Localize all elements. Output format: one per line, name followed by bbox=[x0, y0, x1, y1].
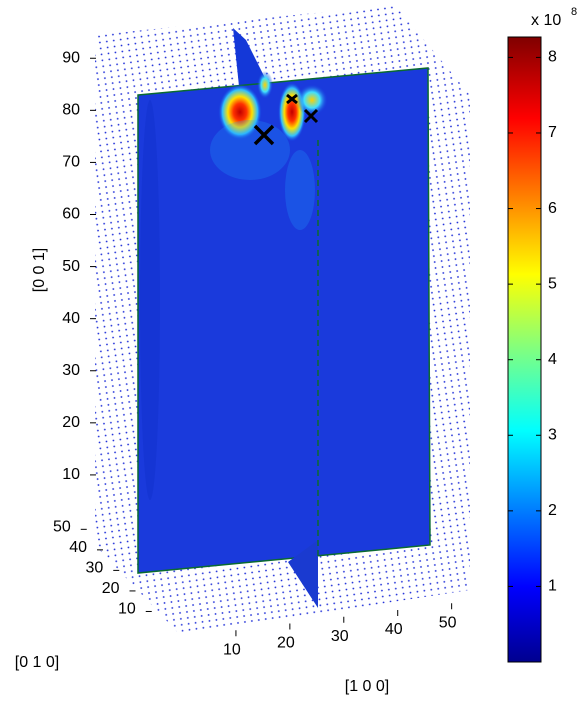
x-tick-label: 30 bbox=[331, 628, 349, 645]
colorbar-tick-label: 3 bbox=[548, 426, 557, 443]
y-tick-label: 40 bbox=[69, 539, 87, 556]
y-axis-label: [0 1 0] bbox=[15, 654, 59, 671]
x-tick-label: 50 bbox=[439, 614, 457, 631]
z-axis-label: [0 0 1] bbox=[31, 248, 48, 292]
z-tick-label: 60 bbox=[62, 206, 80, 223]
z-tick-label: 20 bbox=[62, 414, 80, 431]
z-tick-label: 70 bbox=[62, 154, 80, 171]
x-tick-label: 40 bbox=[385, 621, 403, 638]
z-tick-label: 40 bbox=[62, 310, 80, 327]
z-tick-label: 90 bbox=[62, 49, 80, 66]
y-tick-label: 20 bbox=[102, 580, 120, 597]
colorbar-tick-label: 6 bbox=[548, 200, 557, 217]
y-tick-label: 50 bbox=[53, 519, 71, 536]
colorbar-tick-label: 7 bbox=[548, 124, 557, 141]
y-tick-label: 30 bbox=[85, 560, 103, 577]
x-tick-label: 10 bbox=[223, 641, 241, 658]
colorbar-tick-label: 5 bbox=[548, 275, 557, 292]
z-tick-label: 80 bbox=[62, 102, 80, 119]
z-tick-label: 30 bbox=[62, 362, 80, 379]
colorbar-tick-label: 4 bbox=[548, 351, 557, 368]
z-tick-label: 10 bbox=[62, 466, 80, 483]
colorbar-tick-label: 2 bbox=[548, 502, 557, 519]
colorbar bbox=[507, 36, 542, 663]
colorbar-tick-label: 8 bbox=[548, 49, 557, 66]
z-tick-label: 50 bbox=[62, 258, 80, 275]
colorbar-scale-label: x 10 bbox=[531, 12, 561, 29]
y-tick-label: 10 bbox=[118, 601, 136, 618]
slice-planes bbox=[137, 28, 431, 608]
x-axis-label: [1 0 0] bbox=[345, 678, 389, 695]
colorbar-tick-label: 1 bbox=[548, 578, 557, 595]
colorbar-scale-exponent: 8 bbox=[571, 6, 577, 18]
x-tick-label: 20 bbox=[277, 635, 295, 652]
